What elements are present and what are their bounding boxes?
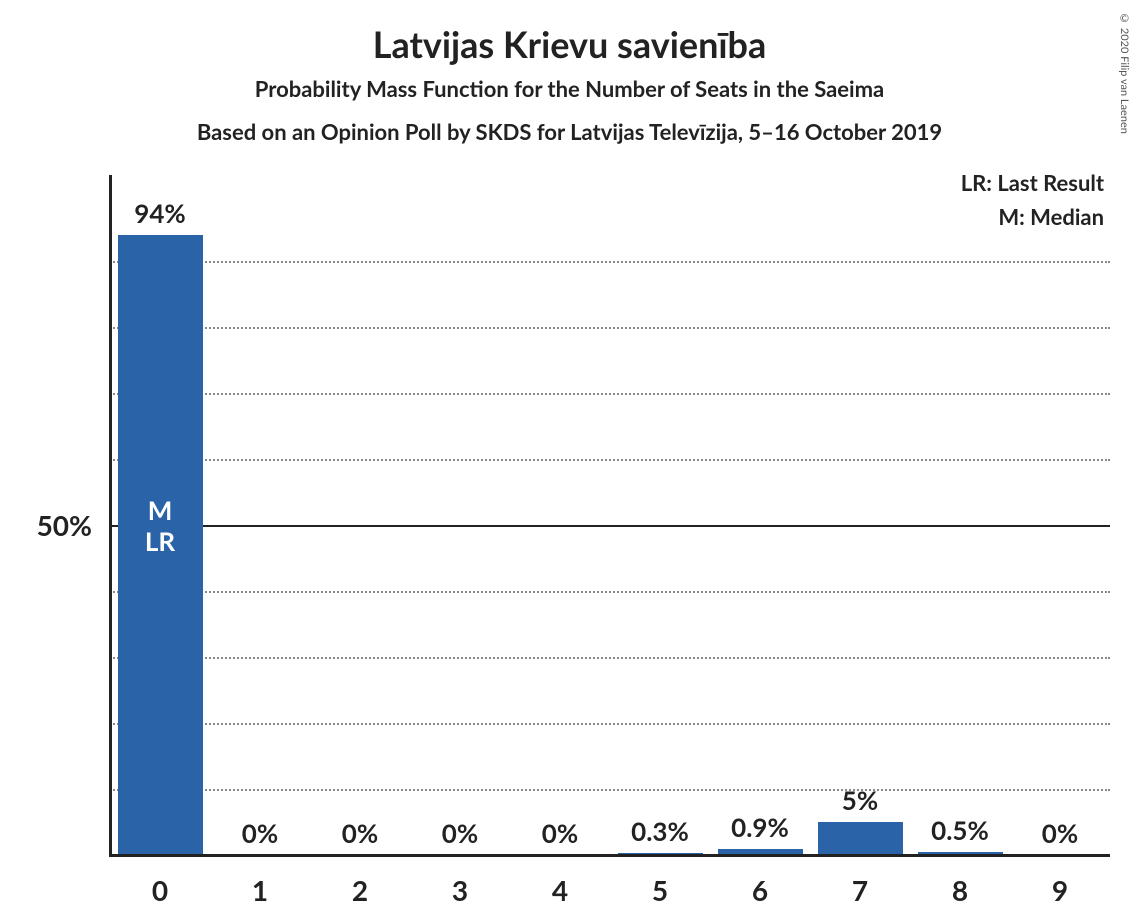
gridline bbox=[110, 327, 1110, 329]
gridline bbox=[110, 261, 1110, 263]
gridline bbox=[110, 723, 1110, 725]
plot-area: 94%MLR00%10%20%30%40.3%50.9%65%70.5%80%9… bbox=[110, 195, 1110, 855]
copyright-text: © 2020 Filip van Laenen bbox=[1118, 12, 1131, 134]
x-tick-label: 7 bbox=[852, 873, 868, 907]
x-tick-label: 3 bbox=[452, 873, 468, 907]
x-tick-label: 6 bbox=[752, 873, 768, 907]
bar-value-label: 94% bbox=[134, 197, 185, 229]
bar-value-label: 0.3% bbox=[631, 815, 689, 847]
bar-value-label: 0% bbox=[442, 817, 478, 849]
y-tick-label: 50% bbox=[37, 508, 92, 542]
x-tick-label: 4 bbox=[552, 873, 568, 907]
gridline bbox=[110, 789, 1110, 791]
x-tick-label: 9 bbox=[1052, 873, 1068, 907]
bar-annotation: MLR bbox=[145, 495, 175, 557]
chart-container: Latvijas Krievu savienība Probability Ma… bbox=[0, 0, 1139, 924]
x-tick-label: 1 bbox=[252, 873, 268, 907]
gridline-solid bbox=[110, 525, 1110, 527]
x-tick-label: 5 bbox=[652, 873, 668, 907]
bar-value-label: 0.5% bbox=[931, 814, 989, 846]
chart-subtitle-2: Based on an Opinion Poll by SKDS for Lat… bbox=[0, 118, 1139, 145]
legend-item: LR: Last Result bbox=[961, 169, 1104, 196]
x-tick-label: 2 bbox=[352, 873, 368, 907]
chart-title: Latvijas Krievu savienība bbox=[0, 22, 1139, 66]
legend-item: M: Median bbox=[998, 203, 1104, 230]
gridline bbox=[110, 459, 1110, 461]
gridline bbox=[110, 657, 1110, 659]
bar-value-label: 0.9% bbox=[731, 811, 789, 843]
bar bbox=[818, 822, 903, 855]
chart-subtitle-1: Probability Mass Function for the Number… bbox=[0, 75, 1139, 102]
x-tick-label: 8 bbox=[952, 873, 968, 907]
gridline bbox=[110, 393, 1110, 395]
x-axis-line bbox=[109, 854, 1110, 857]
bar-value-label: 0% bbox=[1042, 817, 1078, 849]
bar-value-label: 0% bbox=[242, 817, 278, 849]
bar-value-label: 0% bbox=[542, 817, 578, 849]
bar-value-label: 5% bbox=[842, 784, 878, 816]
gridline bbox=[110, 591, 1110, 593]
x-tick-label: 0 bbox=[152, 873, 168, 907]
y-axis-line bbox=[109, 175, 112, 855]
bar-value-label: 0% bbox=[342, 817, 378, 849]
